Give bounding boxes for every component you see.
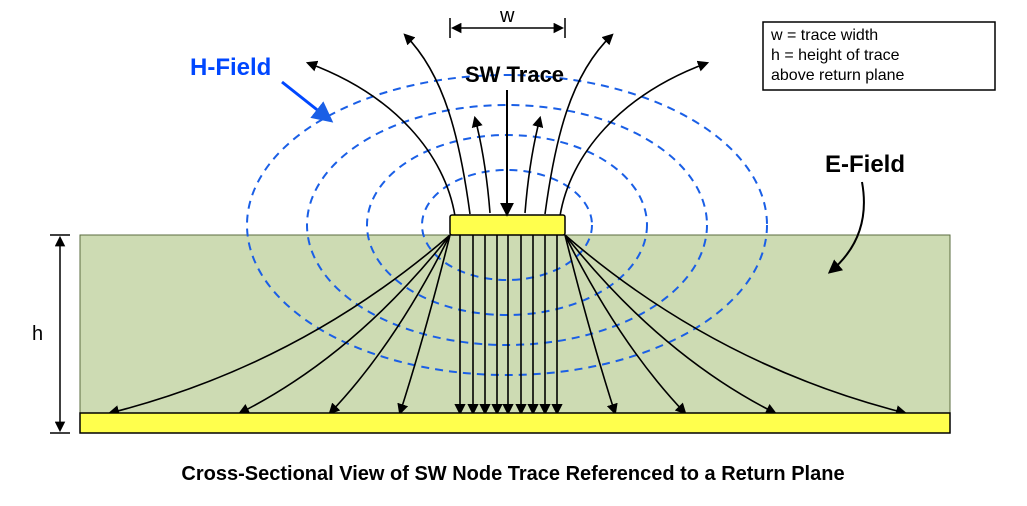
e-field-label: E-Field — [825, 151, 905, 178]
sw-trace — [450, 215, 565, 235]
return-plane — [80, 413, 950, 433]
legend-line-1: h = height of trace — [771, 47, 900, 64]
h-field-label: H-Field — [190, 54, 271, 81]
diagram-canvas: w h SW Trace H-Field E-Field w = trace width h… — [0, 0, 1027, 506]
dim-h-label: h — [32, 323, 43, 345]
e-field-arc-above-0 — [308, 63, 455, 216]
e-field-arc-above-1 — [405, 35, 470, 214]
dim-w-label: w — [499, 5, 515, 27]
legend-line-0: w = trace width — [770, 27, 878, 44]
figure-caption: Cross-Sectional View of SW Node Trace Re… — [181, 463, 844, 485]
e-field-arc-above-2 — [475, 118, 490, 213]
legend-line-2: above return plane — [771, 67, 905, 84]
sw-trace-label: SW Trace — [465, 62, 564, 87]
e-field-arc-above-5 — [560, 63, 707, 216]
e-field-arc-above-3 — [525, 118, 540, 213]
h-field-pointer — [282, 82, 330, 120]
